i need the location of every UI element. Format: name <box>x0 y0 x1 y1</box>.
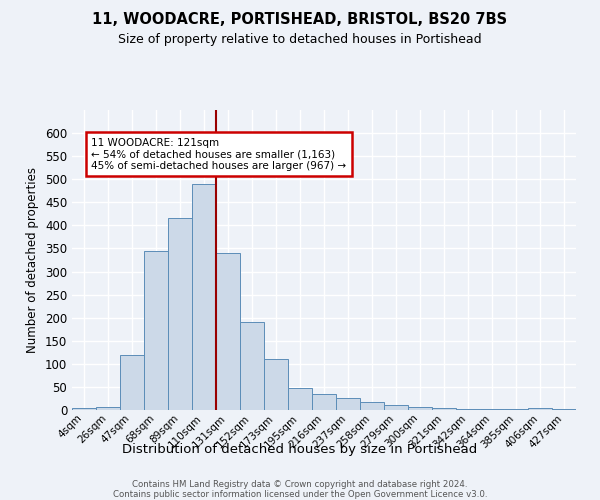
Y-axis label: Number of detached properties: Number of detached properties <box>26 167 40 353</box>
Bar <box>216 253 240 410</box>
Bar <box>120 354 144 410</box>
Bar <box>456 408 480 410</box>
Text: Contains HM Land Registry data © Crown copyright and database right 2024.
Contai: Contains HM Land Registry data © Crown c… <box>113 480 487 500</box>
Bar <box>504 409 528 410</box>
Bar <box>432 408 456 410</box>
Bar <box>288 388 312 410</box>
Bar <box>72 408 96 410</box>
Text: Distribution of detached houses by size in Portishead: Distribution of detached houses by size … <box>122 442 478 456</box>
Text: Size of property relative to detached houses in Portishead: Size of property relative to detached ho… <box>118 32 482 46</box>
Bar <box>264 359 288 410</box>
Bar <box>96 407 120 410</box>
Bar <box>408 407 432 410</box>
Bar <box>192 184 216 410</box>
Bar <box>312 394 336 410</box>
Bar <box>480 409 504 410</box>
Text: 11 WOODACRE: 121sqm
← 54% of detached houses are smaller (1,163)
45% of semi-det: 11 WOODACRE: 121sqm ← 54% of detached ho… <box>91 138 346 171</box>
Bar <box>384 406 408 410</box>
Text: 11, WOODACRE, PORTISHEAD, BRISTOL, BS20 7BS: 11, WOODACRE, PORTISHEAD, BRISTOL, BS20 … <box>92 12 508 28</box>
Bar <box>552 408 576 410</box>
Bar <box>144 251 168 410</box>
Bar <box>360 402 384 410</box>
Bar <box>168 218 192 410</box>
Bar <box>336 398 360 410</box>
Bar <box>240 322 264 410</box>
Bar <box>528 408 552 410</box>
